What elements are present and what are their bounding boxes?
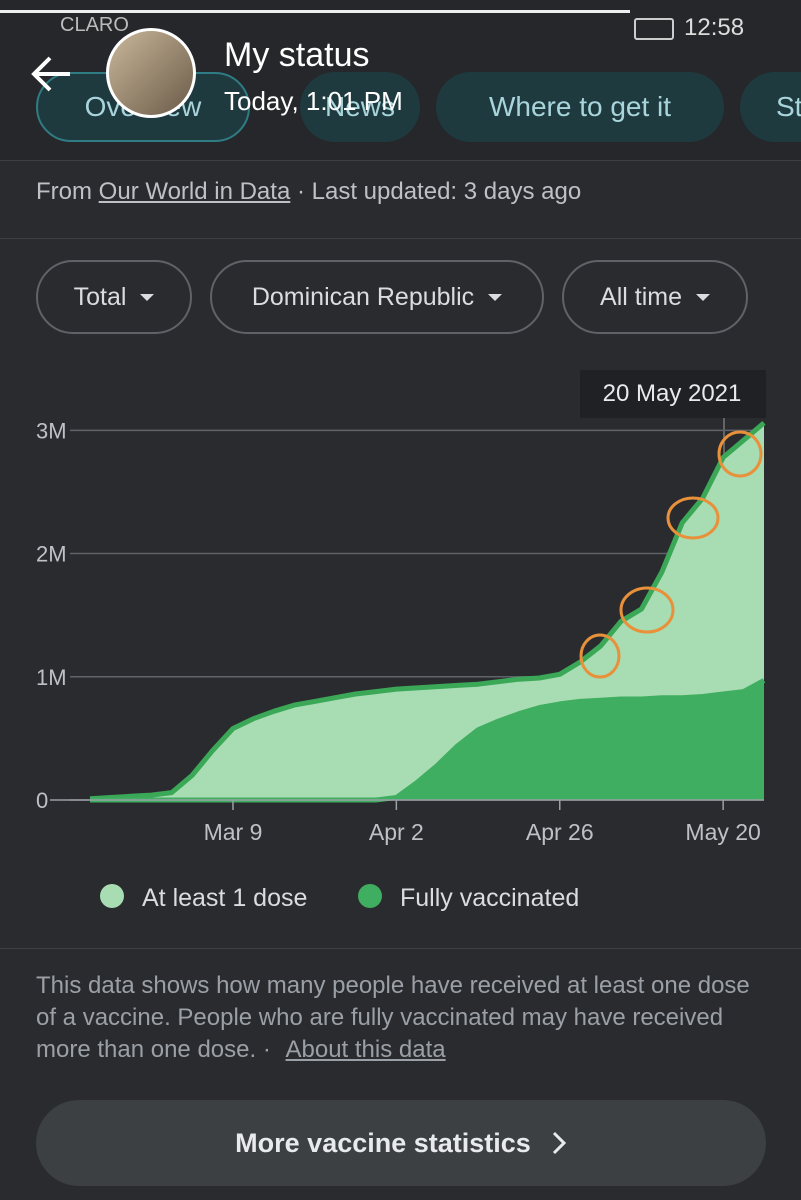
area-line	[89, 420, 766, 802]
y-tick-label: 0	[36, 788, 48, 813]
legend-label: Fully vaccinated	[400, 884, 579, 912]
clock: 12:58	[684, 14, 745, 41]
filter-time[interactable]: All time	[562, 260, 748, 334]
tooltip: 20 May 2021	[603, 380, 742, 407]
divider	[0, 948, 801, 949]
filter-total[interactable]: Total	[36, 260, 192, 334]
filter-label: Dominican Republic	[251, 282, 475, 311]
caret	[140, 293, 155, 301]
description: This data shows how many people have rec…	[36, 970, 766, 1066]
y-tick-label: 3M	[36, 418, 67, 443]
plot: 0 1M 2M 3M Mar 9 Apr 2 Apr 26 May 20	[36, 418, 766, 845]
source-suffix: · Last updated: 3 days ago	[296, 178, 582, 205]
x-tick-label: Apr 26	[526, 819, 594, 845]
y-tick-label: 1M	[36, 665, 67, 690]
caret	[488, 293, 503, 301]
divider	[0, 160, 801, 161]
area	[90, 680, 764, 800]
tab[interactable]: Where to get it	[436, 72, 724, 142]
chevron	[552, 1131, 566, 1155]
chart: 20 May 2021 0 1M 2M 3M Mar 9 Apr 2 Apr 26 May 2…	[36, 370, 766, 912]
tab[interactable]: St	[740, 72, 801, 142]
filter-label: All time	[600, 282, 682, 311]
tooltip-box	[580, 370, 766, 418]
annotation-circle	[717, 430, 763, 478]
filter-label: Total	[73, 282, 127, 311]
y-tick-label: 2M	[36, 542, 67, 567]
legend-label: At least 1 dose	[142, 884, 307, 912]
status-title: My status	[224, 36, 370, 74]
x-tick-label: Apr 2	[369, 819, 424, 845]
caret	[695, 293, 710, 301]
legend-swatch	[100, 884, 124, 908]
source-link[interactable]: Our World in Data	[98, 178, 291, 205]
divider	[0, 238, 801, 239]
avatar[interactable]	[106, 28, 196, 118]
back-button[interactable]	[28, 50, 78, 100]
legend: At least 1 dose Fully vaccinated	[100, 884, 579, 912]
battery-icon	[634, 18, 674, 40]
x-tick-label: May 20	[685, 819, 760, 845]
source-line: From Our World in Data · Last updated: 3…	[36, 178, 581, 206]
progress-bar	[0, 10, 630, 13]
x-tick-label: Mar 9	[204, 819, 263, 845]
hand-annotations	[579, 430, 763, 679]
about-link[interactable]: About this data	[285, 1036, 446, 1063]
legend-swatch	[358, 884, 382, 908]
carrier: CLARO	[60, 14, 129, 36]
source-prefix: From	[36, 178, 92, 205]
back-arrow	[31, 56, 70, 92]
status-time: Today, 1:01 PM	[224, 86, 403, 116]
annotation-circle	[619, 586, 675, 634]
filter-country[interactable]: Dominican Republic	[210, 260, 544, 334]
tab[interactable]: News	[300, 72, 420, 142]
more-button[interactable]: More vaccine statistics	[36, 1100, 766, 1186]
annotation-circle	[579, 633, 621, 679]
description-text: This data shows how many people have rec…	[36, 972, 750, 1063]
annotation-circle	[666, 496, 720, 540]
button-label: More vaccine statistics	[235, 1127, 531, 1158]
